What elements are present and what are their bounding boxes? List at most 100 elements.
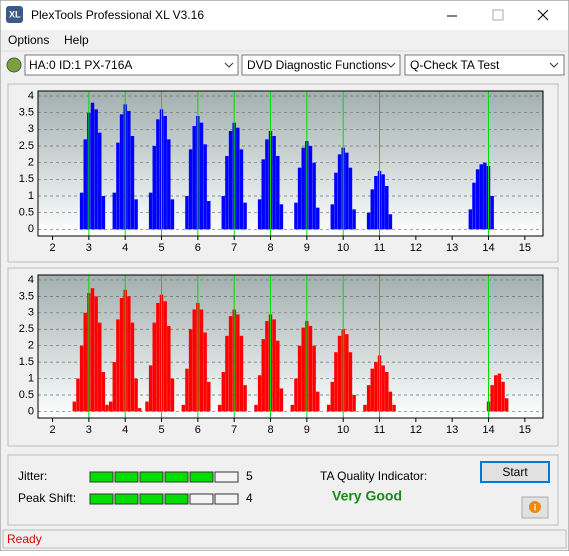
bar [265,139,269,230]
y-tick-label: 3.5 [19,107,34,119]
bar [334,172,338,230]
bar [181,404,186,412]
bar [167,325,171,412]
bar [308,146,313,230]
bar [257,375,262,412]
menu-item[interactable]: Help [64,33,89,47]
bar [497,373,502,412]
status-text: Ready [7,532,42,546]
bar [167,139,171,230]
menu-item[interactable]: Options [8,33,49,47]
bar [243,385,247,412]
bar [134,199,138,230]
meter-segment-filled [89,471,114,483]
bar [352,209,356,230]
bar [501,381,505,412]
bar [134,378,138,412]
drive-select[interactable] [24,54,239,76]
bar [475,169,480,230]
bar [101,196,106,230]
meter-segment-filled [139,493,164,505]
bar [192,126,196,230]
x-tick-label: 8 [267,242,273,254]
bar [90,102,95,230]
bar [203,144,207,230]
bar [337,154,342,230]
x-tick-label: 9 [304,242,310,254]
meter-segment-filled [114,471,139,483]
meter-segment-filled [164,471,189,483]
x-tick-label: 14 [482,242,494,254]
peak-shift-value: 4 [246,491,253,505]
bar [94,296,98,412]
bar [130,136,135,230]
bar [297,167,302,230]
plot-frame [37,90,544,237]
bar [392,404,396,412]
bar [257,199,262,230]
x-tick-label: 13 [446,242,458,254]
start-button-text: Start [502,465,528,479]
bar [363,404,367,412]
bar [294,202,298,230]
bar [170,199,175,230]
bar [316,391,320,412]
bar [352,394,356,412]
bar [217,404,222,412]
x-tick-label: 6 [195,424,201,436]
bar [236,127,240,230]
drive-select-text: HA:0 ID:1 PX-716A [29,58,132,72]
bar [490,385,494,412]
bar [199,122,204,230]
bar [192,309,196,412]
bar [221,196,226,230]
bar [185,368,189,412]
bar [152,146,156,230]
bar [345,152,349,230]
x-tick-label: 11 [374,424,385,436]
plot-frame [37,274,544,419]
bar [239,335,244,412]
dropdown-arrow [224,62,234,68]
test-select-text: Q-Check TA Test [410,58,500,72]
meter-segment-empty [214,471,239,483]
ta-label: TA Quality Indicator: [320,469,427,483]
bar [279,388,284,412]
meter-segment-filled [89,493,114,505]
y-tick-label: 2.5 [19,323,34,335]
bar [199,309,204,412]
bar [316,207,320,230]
y-tick-label: 2.5 [19,140,34,152]
x-tick-label: 5 [158,242,164,254]
bar [381,365,385,412]
bar [79,345,84,412]
x-tick-label: 7 [231,424,237,436]
bar [381,174,385,230]
test-select[interactable] [404,54,565,76]
bar [374,362,378,412]
x-tick-label: 12 [410,424,422,436]
x-tick-label: 14 [482,424,494,436]
maximize-button[interactable] [492,9,504,21]
x-tick-label: 10 [337,242,349,254]
title-bar [1,1,568,30]
start-button[interactable] [480,461,550,483]
bar [148,365,153,412]
results-panel [7,454,559,526]
info-icon [529,501,541,513]
bar [494,375,498,412]
y-tick-label: 1 [28,372,34,384]
y-tick-label: 3 [28,307,34,319]
bar [312,345,316,412]
bar [236,314,240,412]
function-select[interactable] [241,54,401,76]
close-button[interactable] [537,9,549,21]
bar [290,404,295,412]
bar [326,404,331,412]
bar [203,332,207,412]
bar [348,167,353,230]
bar [119,114,124,230]
bar [272,136,276,230]
bar [330,204,335,230]
bar [156,302,160,412]
